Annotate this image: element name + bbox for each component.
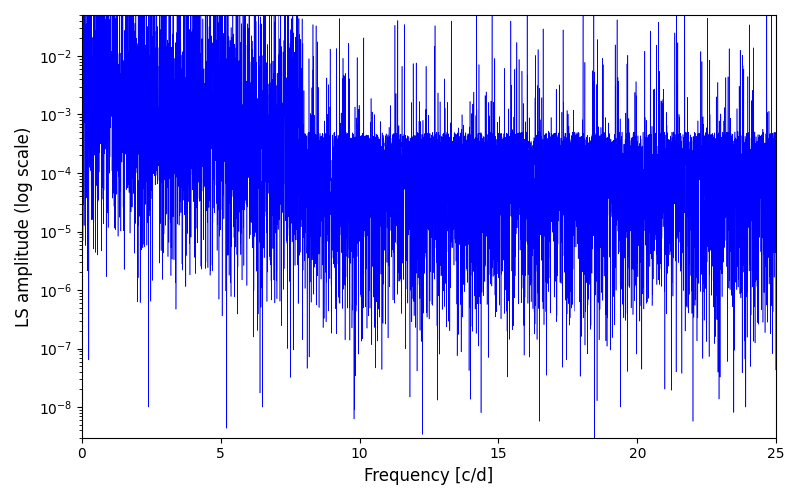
Y-axis label: LS amplitude (log scale): LS amplitude (log scale) [15,126,33,326]
X-axis label: Frequency [c/d]: Frequency [c/d] [364,467,494,485]
